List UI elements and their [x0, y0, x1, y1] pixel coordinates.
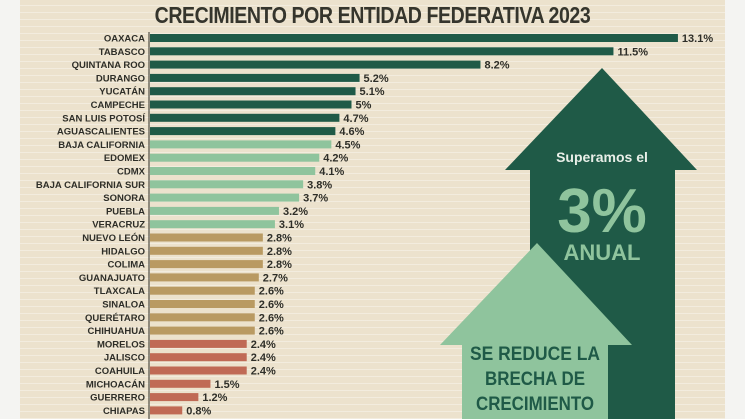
bar [150, 73, 360, 82]
category-label: BAJA CALIFORNIA [58, 140, 145, 151]
bar [150, 180, 304, 189]
value-label: 4.2% [323, 153, 348, 165]
category-label: CDMX [117, 167, 146, 178]
category-label: MICHOACÁN [86, 379, 145, 390]
value-label: 2.6% [259, 312, 284, 324]
bar [150, 193, 300, 202]
category-label: TABASCO [99, 47, 145, 58]
value-label: 2.4% [251, 339, 276, 351]
value-label: 4.5% [335, 139, 360, 151]
bar [150, 233, 263, 242]
bar [150, 300, 255, 308]
category-label: CAMPECHE [91, 100, 145, 111]
bar [150, 339, 247, 348]
value-label: 2.7% [263, 272, 288, 284]
value-label: 11.5% [617, 46, 648, 58]
dark-arrow-line3: ANUAL [564, 240, 641, 265]
value-label: 3.8% [307, 179, 332, 191]
chart-title: CRECIMIENTO POR ENTIDAD FEDERATIVA 2023 [154, 2, 591, 28]
value-label: 2.8% [267, 259, 292, 271]
category-label: COAHUILA [95, 366, 145, 377]
category-label: QUINTANA ROO [72, 60, 145, 71]
dark-arrow-line1: Superamos el [556, 149, 648, 165]
light-arrow-line3: CRECIMIENTO [476, 394, 594, 415]
value-label: 8.2% [484, 60, 509, 72]
value-label: 1.2% [202, 392, 227, 404]
category-label: JALISCO [104, 353, 145, 364]
dark-arrow-big: 3% [557, 177, 647, 246]
category-label: VERACRUZ [92, 220, 145, 231]
bar [150, 246, 263, 255]
category-label: MORELOS [97, 339, 145, 350]
value-label: 4.6% [339, 126, 364, 138]
value-label: 2.4% [251, 366, 276, 378]
bar [150, 100, 352, 109]
bar [150, 379, 211, 388]
category-label: QUERÉTARO [85, 313, 145, 324]
category-label: SONORA [103, 193, 145, 204]
bar [150, 393, 199, 402]
category-label: GUERRERO [90, 393, 145, 404]
category-label: CHIHUAHUA [87, 326, 145, 337]
category-label: AGUASCALIENTES [57, 127, 145, 138]
category-label: CHIAPAS [103, 406, 145, 417]
category-label: HIDALGO [101, 246, 145, 257]
bar [150, 353, 247, 362]
value-label: 3.1% [279, 219, 304, 231]
category-label: BAJA CALIFORNIA SUR [36, 180, 145, 191]
value-label: 5.1% [360, 86, 385, 98]
category-label: GUANAJUATO [79, 273, 145, 284]
bar [150, 260, 263, 269]
bar [150, 273, 259, 282]
value-label: 13.1% [682, 33, 713, 45]
category-label: SINALOA [102, 300, 145, 311]
category-label: NUEVO LEÓN [82, 232, 145, 244]
value-label: 4.1% [319, 166, 344, 178]
value-label: 3.2% [283, 206, 308, 218]
light-arrow-line1: SE REDUCE LA [470, 344, 600, 365]
value-label: 5.2% [364, 73, 389, 85]
value-label: 0.8% [186, 405, 211, 417]
bar [150, 87, 356, 96]
category-label: YUCATÁN [99, 87, 145, 98]
bar [150, 60, 481, 69]
bar [150, 206, 279, 215]
bar [150, 167, 316, 175]
light-arrow-line2: BRECHA DE [485, 369, 585, 390]
category-label: COLIMA [108, 260, 146, 271]
bar [150, 406, 183, 415]
bar [150, 326, 255, 335]
value-label: 2.6% [259, 326, 284, 338]
value-label: 2.4% [251, 352, 276, 364]
value-label: 4.7% [343, 113, 368, 125]
bar [150, 140, 332, 149]
category-label: OAXACA [104, 34, 145, 45]
category-label: TLAXCALA [94, 286, 145, 297]
bar [150, 286, 255, 295]
value-label: 3.7% [303, 193, 328, 205]
bar [150, 220, 275, 229]
value-label: 2.8% [267, 233, 292, 245]
value-label: 5% [356, 100, 372, 112]
bar [150, 47, 614, 56]
category-label: SAN LUIS POTOSÍ [62, 113, 145, 124]
value-label: 2.6% [259, 299, 284, 311]
value-label: 1.5% [214, 379, 239, 391]
bar [150, 153, 320, 162]
category-label: EDOMEX [104, 153, 146, 164]
value-label: 2.6% [259, 286, 284, 298]
bar [150, 127, 336, 136]
bar [150, 113, 340, 122]
light-arrow [440, 243, 632, 419]
bar [150, 34, 678, 42]
bar [150, 313, 255, 322]
bar [150, 366, 247, 375]
category-label: DURANGO [96, 73, 145, 84]
category-label: PUEBLA [106, 206, 145, 217]
value-label: 2.8% [267, 246, 292, 258]
